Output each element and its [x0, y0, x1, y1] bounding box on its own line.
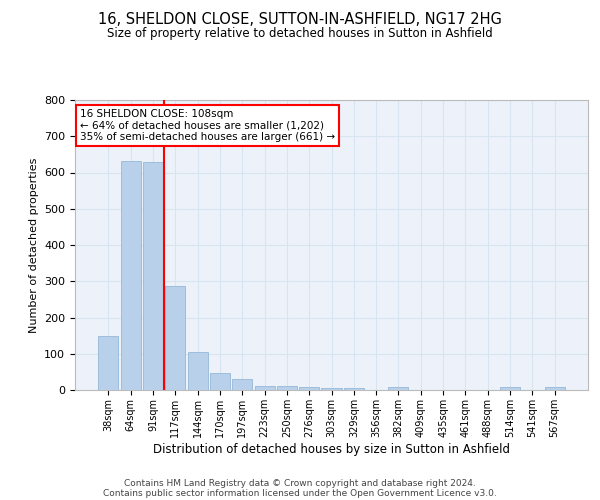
Bar: [121, 161, 141, 390]
Text: 16 SHELDON CLOSE: 108sqm
← 64% of detached houses are smaller (1,202)
35% of sem: 16 SHELDON CLOSE: 108sqm ← 64% of detach…: [80, 108, 335, 142]
Bar: [545, 388, 565, 390]
Bar: [98, 336, 118, 390]
Bar: [388, 388, 409, 390]
Y-axis label: Number of detached properties: Number of detached properties: [29, 158, 38, 332]
Bar: [188, 352, 208, 390]
Bar: [277, 386, 297, 390]
Text: 16, SHELDON CLOSE, SUTTON-IN-ASHFIELD, NG17 2HG: 16, SHELDON CLOSE, SUTTON-IN-ASHFIELD, N…: [98, 12, 502, 28]
Bar: [165, 286, 185, 390]
X-axis label: Distribution of detached houses by size in Sutton in Ashfield: Distribution of detached houses by size …: [153, 442, 510, 456]
Text: Size of property relative to detached houses in Sutton in Ashfield: Size of property relative to detached ho…: [107, 28, 493, 40]
Bar: [232, 379, 252, 390]
Bar: [299, 387, 319, 390]
Bar: [500, 388, 520, 390]
Bar: [210, 373, 230, 390]
Bar: [344, 388, 364, 390]
Bar: [322, 388, 341, 390]
Text: Contains HM Land Registry data © Crown copyright and database right 2024.: Contains HM Land Registry data © Crown c…: [124, 478, 476, 488]
Text: Contains public sector information licensed under the Open Government Licence v3: Contains public sector information licen…: [103, 488, 497, 498]
Bar: [254, 386, 275, 390]
Bar: [143, 162, 163, 390]
